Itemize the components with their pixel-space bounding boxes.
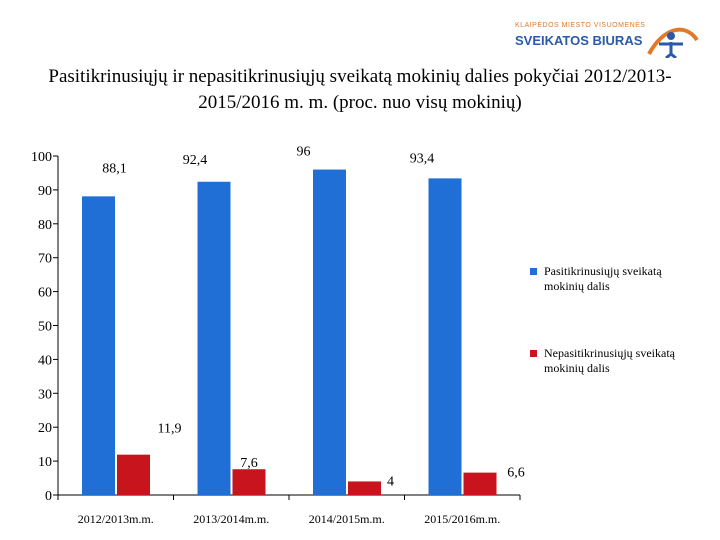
logo-figure-icon <box>647 27 699 58</box>
x-tick-label: 2015/2016m.m. <box>424 512 500 526</box>
bar-checked <box>313 169 346 495</box>
bar-unchecked <box>348 481 381 495</box>
data-label: 92,4 <box>183 153 208 168</box>
bar-checked <box>197 181 231 495</box>
data-label: 93,4 <box>410 151 435 166</box>
bar-unchecked <box>463 472 497 495</box>
y-tick-label: 0 <box>45 489 52 504</box>
y-tick-label: 70 <box>38 252 52 267</box>
y-tick-label: 50 <box>38 320 52 335</box>
legend-item: Pasitikrinusiųjų sveikatą mokinių dalis <box>530 264 710 300</box>
legend-label: Pasitikrinusiųjų sveikatą mokinių dalis <box>544 264 662 293</box>
legend-swatch <box>530 350 537 357</box>
logo: KLAIPĖDOS MIESTO VISUOMENĖS SVEIKATOS BI… <box>505 22 700 60</box>
legend: Pasitikrinusiųjų sveikatą mokinių dalis N… <box>530 0 710 540</box>
y-tick-label: 100 <box>31 150 52 165</box>
y-tick-label: 80 <box>38 218 52 233</box>
data-label: 88,1 <box>102 161 127 176</box>
y-tick-label: 40 <box>38 353 52 368</box>
logo-main-text: SVEIKATOS BIURAS <box>515 33 643 48</box>
y-tick-label: 10 <box>38 455 52 470</box>
x-tick-label: 2013/2014m.m. <box>193 512 269 526</box>
legend-swatch <box>530 268 537 275</box>
bar-checked <box>82 196 115 495</box>
bar-checked <box>428 178 462 495</box>
bar-unchecked <box>232 469 266 495</box>
legend-label: Nepasitikrinusiųjų sveikatą mokinių dali… <box>544 346 675 375</box>
y-tick-label: 90 <box>38 184 52 199</box>
x-tick-label: 2014/2015m.m. <box>309 512 385 526</box>
x-tick-label: 2012/2013m.m. <box>78 512 154 526</box>
legend-item: Nepasitikrinusiųjų sveikatą mokinių dali… <box>530 346 710 382</box>
y-tick-label: 20 <box>38 421 52 436</box>
data-label: 6,6 <box>507 466 525 481</box>
data-label: 4 <box>387 474 394 489</box>
data-label: 96 <box>297 145 311 160</box>
y-tick-label: 30 <box>38 387 52 402</box>
data-label: 11,9 <box>158 422 182 437</box>
logo-top-text: KLAIPĖDOS MIESTO VISUOMENĖS <box>515 22 646 29</box>
y-tick-label: 60 <box>38 286 52 301</box>
bar-unchecked <box>117 454 150 495</box>
chart-title: Pasitikrinusiųjų ir nepasitikrinusiųjų s… <box>48 66 672 113</box>
data-label: 7,6 <box>240 456 258 471</box>
